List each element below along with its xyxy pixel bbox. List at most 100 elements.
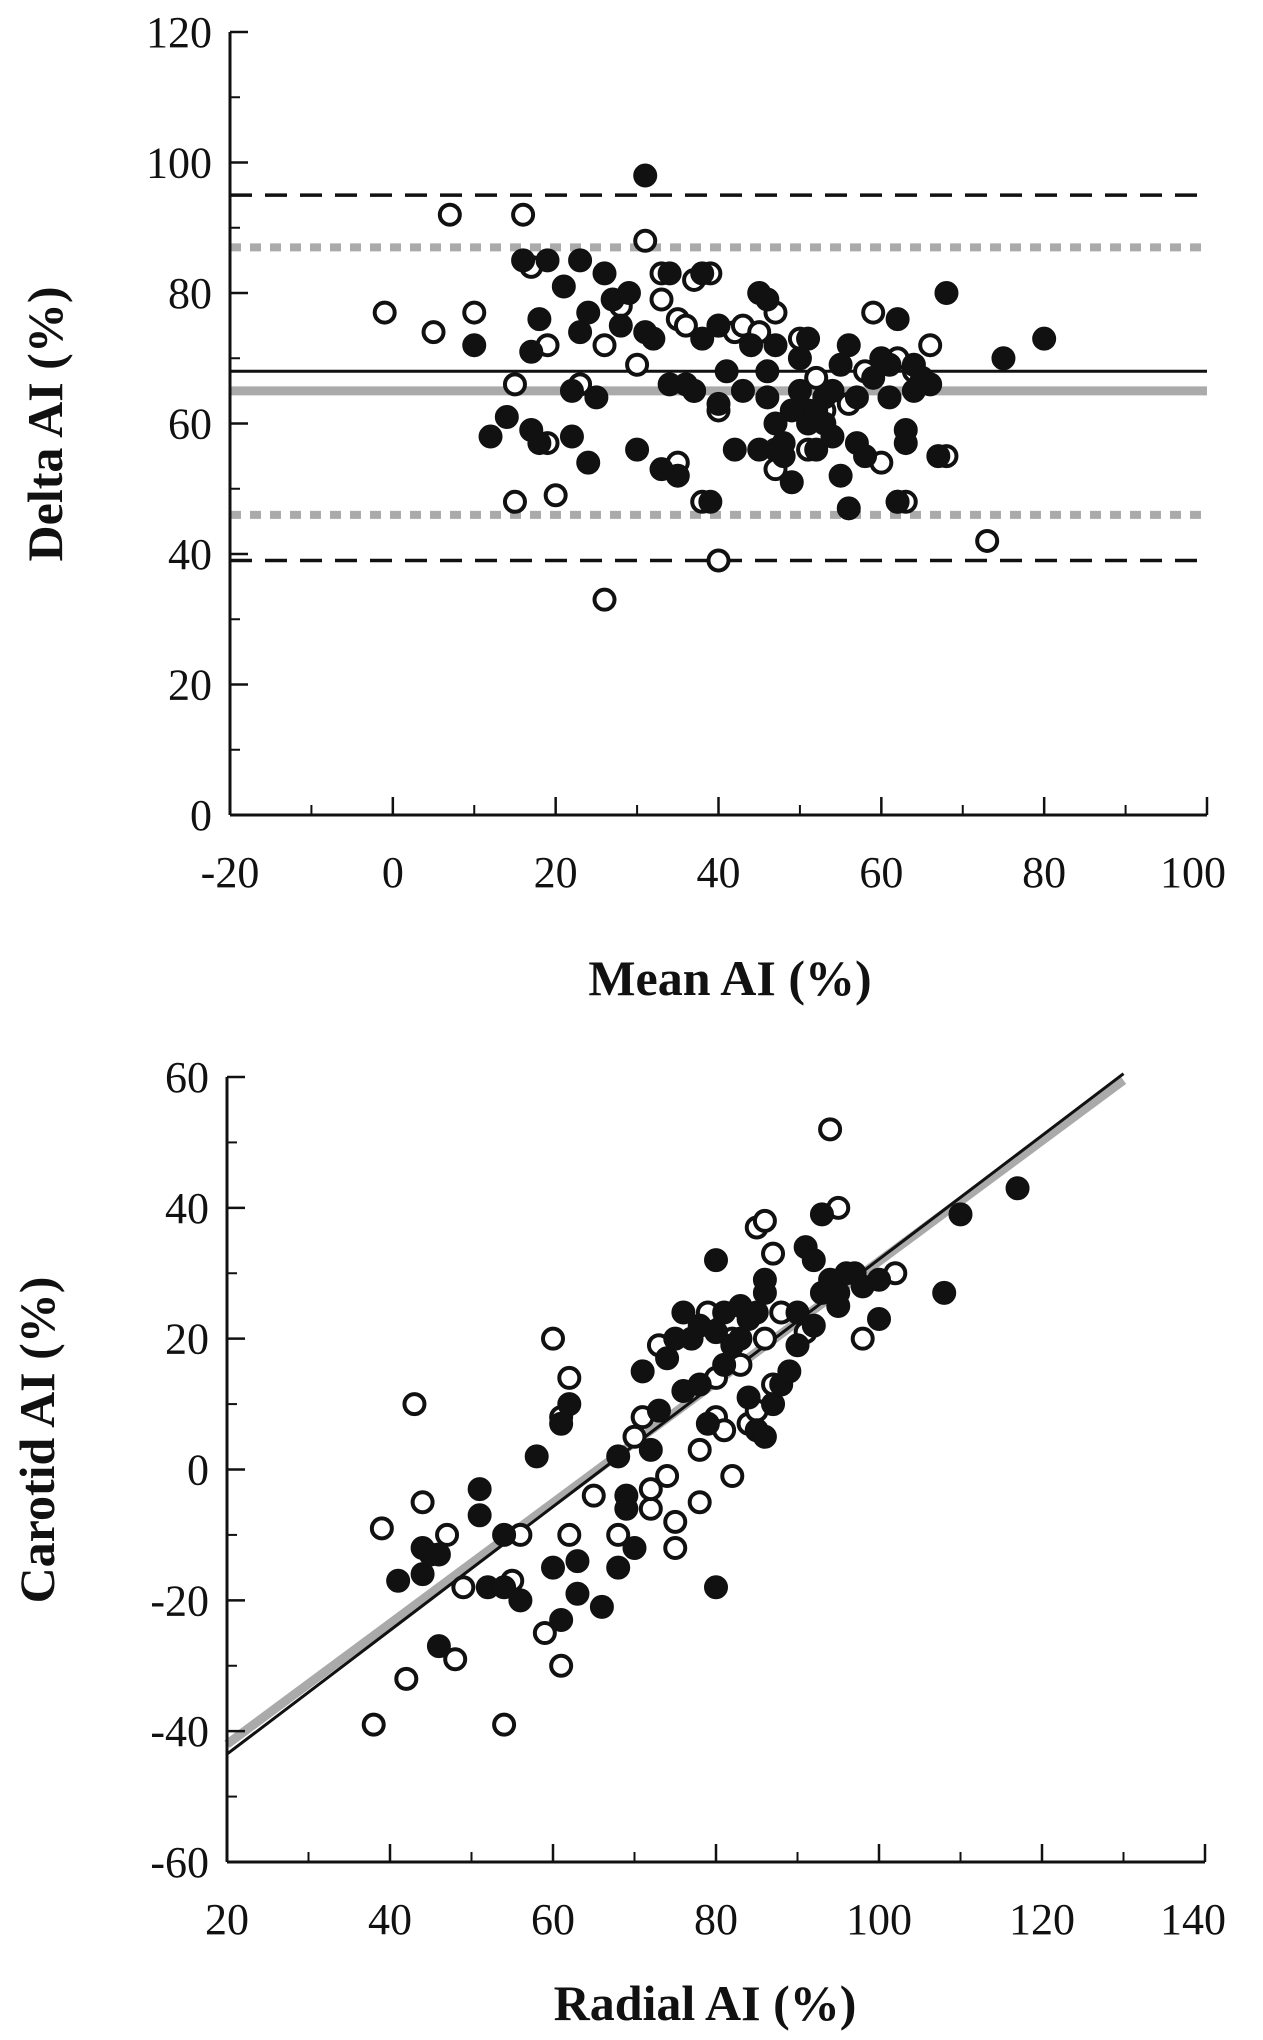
filled-point xyxy=(559,378,584,403)
filled-point xyxy=(801,1313,826,1338)
open-point xyxy=(541,1326,565,1351)
y-tick-label: 20 xyxy=(168,661,212,710)
x-tick-label: 60 xyxy=(531,1895,575,1944)
filled-point xyxy=(934,281,959,305)
filled-point xyxy=(785,1300,810,1325)
filled-point xyxy=(638,1437,663,1462)
open-point xyxy=(451,1575,476,1600)
x-tick-label: 40 xyxy=(368,1895,412,1944)
filled-point xyxy=(706,391,731,416)
filled-point xyxy=(565,1549,590,1574)
filled-point xyxy=(589,1594,614,1619)
filled-point xyxy=(568,248,593,273)
filled-point xyxy=(836,496,861,521)
open-point xyxy=(421,320,446,345)
filled-point xyxy=(752,1424,777,1449)
open-point xyxy=(511,202,536,227)
filled-point xyxy=(1005,1176,1030,1201)
open-point xyxy=(752,1326,777,1351)
open-point xyxy=(663,1536,688,1560)
filled-point xyxy=(867,1307,891,1332)
filled-point xyxy=(779,470,804,495)
y-tick-label: -60 xyxy=(150,1838,209,1887)
regression-lines xyxy=(224,1072,1127,1756)
filled-point xyxy=(633,163,658,188)
open-point xyxy=(557,1522,582,1547)
filled-point xyxy=(671,1300,696,1325)
filled-point xyxy=(511,248,536,273)
open-point xyxy=(502,489,527,514)
open-point xyxy=(850,1326,875,1351)
filled-point xyxy=(926,444,951,469)
filled-point xyxy=(704,1248,728,1273)
y-tick-label: 0 xyxy=(187,1446,209,1495)
open-point xyxy=(861,300,886,325)
filled-point xyxy=(885,307,910,332)
open-point xyxy=(502,372,527,397)
open-point xyxy=(655,1464,680,1489)
correlation-plot: -60 -40 -20 0 20 40 60 20 40 60 80 100 120 140 Radial… xyxy=(9,1053,1226,2031)
y-tick-label: 40 xyxy=(165,1184,209,1233)
open-point xyxy=(687,1437,712,1462)
open-point xyxy=(625,352,650,377)
y-tick-label: 60 xyxy=(165,1053,209,1102)
filled-point xyxy=(386,1568,411,1593)
filled-point xyxy=(730,378,755,403)
filled-point xyxy=(559,424,584,449)
filled-point xyxy=(492,1522,517,1547)
filled-point xyxy=(524,1444,549,1469)
open-point xyxy=(557,1365,582,1390)
filled-point xyxy=(606,1555,631,1580)
data-points xyxy=(372,163,1057,612)
filled-point xyxy=(867,1267,891,1292)
filled-point xyxy=(801,1248,826,1273)
filled-point xyxy=(494,404,519,429)
filled-point xyxy=(557,1392,582,1417)
filled-point xyxy=(625,437,650,462)
filled-point xyxy=(736,1385,761,1410)
y-tick-label: 60 xyxy=(168,400,212,449)
filled-point xyxy=(877,352,902,377)
open-point xyxy=(394,1666,419,1691)
filled-point xyxy=(682,378,707,403)
filled-point xyxy=(426,1634,451,1659)
filled-point xyxy=(698,489,723,514)
filled-point xyxy=(755,287,780,312)
open-point xyxy=(720,1464,745,1489)
filled-point xyxy=(584,385,609,410)
filled-point xyxy=(695,1411,720,1436)
x-tick-label: -20 xyxy=(201,848,260,897)
y-tick-label: 120 xyxy=(146,8,212,57)
y-axis-title: Delta AI (%) xyxy=(17,287,73,562)
filled-point xyxy=(549,1607,574,1632)
filled-point xyxy=(804,437,829,462)
filled-point xyxy=(991,346,1016,371)
open-point xyxy=(369,1516,394,1541)
filled-point xyxy=(836,333,861,358)
reference-lines xyxy=(230,193,1207,563)
filled-point xyxy=(1032,326,1057,351)
filled-point xyxy=(622,1536,647,1560)
filled-point xyxy=(704,1575,728,1600)
filled-point xyxy=(893,431,918,456)
filled-point xyxy=(641,326,666,351)
open-point xyxy=(443,1647,468,1672)
filled-point xyxy=(508,1588,533,1613)
y-tick-label: 80 xyxy=(168,269,212,318)
open-point xyxy=(532,1621,557,1646)
x-tick-label: 0 xyxy=(382,848,404,897)
open-point xyxy=(663,1509,688,1534)
filled-point xyxy=(606,1444,631,1469)
open-point xyxy=(804,365,829,390)
open-point xyxy=(549,1653,574,1678)
open-point xyxy=(649,287,674,312)
x-axis-title: Radial AI (%) xyxy=(554,1975,857,2031)
x-tick-label: 60 xyxy=(859,848,903,897)
filled-point xyxy=(885,489,910,514)
filled-point xyxy=(739,333,764,358)
filled-point xyxy=(755,385,780,410)
filled-point xyxy=(630,1359,655,1384)
filled-point xyxy=(535,248,560,273)
open-point xyxy=(975,528,1000,553)
open-point xyxy=(581,1483,606,1508)
